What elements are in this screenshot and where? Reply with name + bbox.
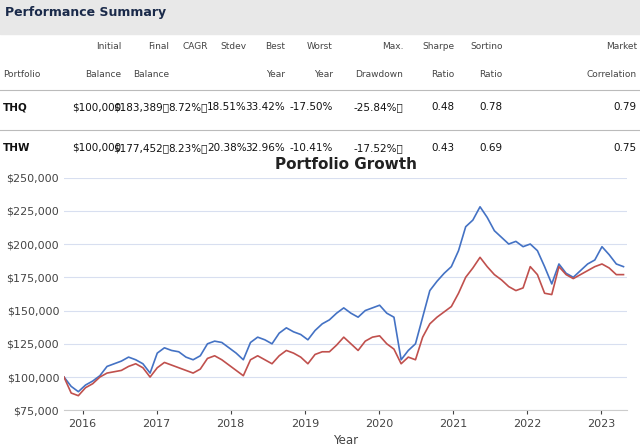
Text: 8.72%ⓘ: 8.72%ⓘ — [168, 103, 208, 112]
THW — [290, 351, 298, 356]
Text: 0.43: 0.43 — [431, 143, 454, 153]
X-axis label: Year: Year — [333, 434, 358, 446]
THQ — [290, 329, 298, 334]
THW — [218, 357, 226, 363]
Text: Initial: Initial — [96, 42, 122, 51]
THQ — [483, 215, 491, 220]
Text: Worst: Worst — [307, 42, 333, 51]
Text: 0.79: 0.79 — [614, 103, 637, 112]
THW — [60, 374, 68, 380]
THW — [297, 355, 305, 360]
Text: Final: Final — [148, 42, 170, 51]
Text: 0.75: 0.75 — [614, 143, 637, 153]
Text: Max.: Max. — [381, 42, 403, 51]
Y-axis label: Portfolio Balance ($): Portfolio Balance ($) — [0, 234, 1, 354]
THW — [476, 255, 484, 260]
THQ — [297, 332, 305, 337]
THW — [620, 272, 627, 277]
Text: THQ: THQ — [3, 103, 28, 112]
Text: $183,389ⓘ: $183,389ⓘ — [114, 103, 170, 112]
Bar — [0, 0, 640, 34]
Text: 33.42%: 33.42% — [245, 103, 285, 112]
Text: Correlation: Correlation — [587, 70, 637, 79]
Text: 0.78: 0.78 — [479, 103, 502, 112]
THQ — [60, 374, 68, 380]
THQ — [620, 264, 627, 269]
Line: THW: THW — [64, 257, 623, 396]
Text: -25.84%ⓘ: -25.84%ⓘ — [353, 103, 403, 112]
Text: Ratio: Ratio — [479, 70, 502, 79]
THQ — [476, 204, 484, 210]
Text: Balance: Balance — [86, 70, 122, 79]
Text: Performance Summary: Performance Summary — [5, 6, 166, 19]
Text: -17.52%ⓘ: -17.52%ⓘ — [353, 143, 403, 153]
Text: Ratio: Ratio — [431, 70, 454, 79]
Title: Portfolio Growth: Portfolio Growth — [275, 157, 417, 172]
Text: Best: Best — [265, 42, 285, 51]
THQ — [204, 341, 211, 347]
Text: 18.51%: 18.51% — [207, 103, 246, 112]
Text: -17.50%: -17.50% — [289, 103, 333, 112]
THQ — [218, 340, 226, 345]
Text: $100,000: $100,000 — [72, 143, 122, 153]
Text: Stdev: Stdev — [220, 42, 246, 51]
Text: Drawdown: Drawdown — [355, 70, 403, 79]
Text: 32.96%: 32.96% — [245, 143, 285, 153]
Text: 0.69: 0.69 — [479, 143, 502, 153]
Text: 0.48: 0.48 — [431, 103, 454, 112]
Text: 8.23%ⓘ: 8.23%ⓘ — [168, 143, 208, 153]
Text: -10.41%: -10.41% — [289, 143, 333, 153]
THQ — [390, 314, 398, 320]
Text: 20.38%: 20.38% — [207, 143, 246, 153]
Text: $177,452ⓘ: $177,452ⓘ — [114, 143, 170, 153]
Line: THQ: THQ — [64, 207, 623, 392]
Text: Year: Year — [314, 70, 333, 79]
Text: Sharpe: Sharpe — [422, 42, 454, 51]
THW — [74, 393, 82, 398]
Text: Portfolio: Portfolio — [3, 70, 40, 79]
Text: Year: Year — [266, 70, 285, 79]
Text: $100,000: $100,000 — [72, 103, 122, 112]
Text: Sortino: Sortino — [470, 42, 502, 51]
Text: Balance: Balance — [134, 70, 170, 79]
Text: CAGR: CAGR — [182, 42, 208, 51]
THQ — [74, 389, 82, 394]
THW — [204, 356, 211, 361]
THW — [390, 347, 398, 352]
Text: THW: THW — [3, 143, 31, 153]
THW — [483, 264, 491, 269]
Text: Market: Market — [605, 42, 637, 51]
